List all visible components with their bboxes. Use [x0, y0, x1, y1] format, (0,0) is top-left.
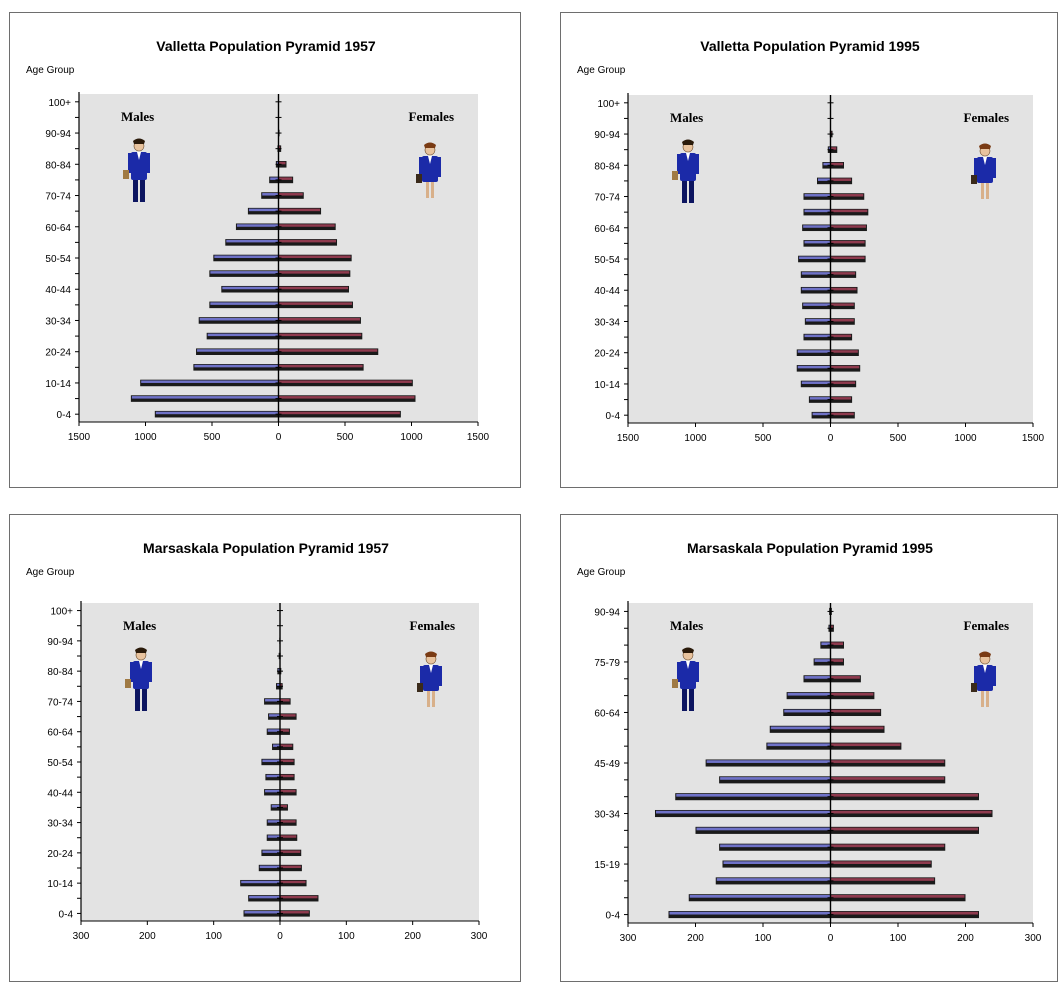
x-tick-label: 0 [828, 933, 834, 944]
x-tick-label: 200 [139, 931, 156, 942]
legend-label-males: Males [123, 618, 156, 633]
y-tick-label: 10-14 [47, 879, 73, 890]
y-tick-label: 75-79 [594, 658, 620, 669]
y-axis-label: Age Group [577, 567, 626, 578]
x-tick-label: 0 [277, 931, 283, 942]
y-tick-label: 90-94 [594, 607, 620, 618]
legend-label-males: Males [121, 109, 154, 124]
x-tick-label: 1000 [684, 433, 707, 444]
y-axis-label: Age Group [26, 65, 75, 76]
legend-label-males: Males [670, 618, 703, 633]
x-tick-label: 500 [337, 432, 354, 443]
y-tick-label: 0-4 [59, 909, 74, 920]
legend-label-females: Females [964, 618, 1009, 633]
y-tick-label: 15-19 [594, 860, 620, 871]
y-tick-label: 20-24 [45, 348, 71, 359]
x-tick-label: 500 [755, 433, 772, 444]
y-tick-label: 70-74 [47, 697, 73, 708]
y-tick-label: 30-34 [594, 810, 620, 821]
y-tick-label: 100+ [48, 98, 71, 109]
y-tick-label: 60-64 [45, 223, 71, 234]
x-tick-label: 0 [276, 432, 282, 443]
legend-label-males: Males [670, 110, 703, 125]
y-tick-label: 80-84 [594, 161, 620, 172]
y-tick-label: 40-44 [594, 286, 620, 297]
pyramid-chart-svg: Valletta Population Pyramid 1957 Age Grou… [10, 13, 522, 489]
x-tick-label: 0 [828, 433, 834, 444]
y-tick-label: 0-4 [57, 410, 72, 421]
y-tick-label: 60-64 [594, 708, 620, 719]
y-tick-label: 30-34 [45, 316, 71, 327]
pyramid-chart-svg: Marsaskala Population Pyramid 1995 Age Gr… [561, 515, 1058, 983]
x-tick-label: 1500 [617, 433, 640, 444]
legend-label-females: Females [410, 618, 455, 633]
y-tick-label: 60-64 [594, 224, 620, 235]
y-tick-label: 45-49 [594, 759, 620, 770]
y-tick-label: 50-54 [45, 254, 71, 265]
y-tick-label: 50-54 [594, 255, 620, 266]
x-tick-label: 200 [957, 933, 974, 944]
y-tick-label: 30-34 [47, 819, 73, 830]
y-tick-label: 40-44 [47, 788, 73, 799]
x-tick-label: 1500 [467, 432, 490, 443]
x-tick-label: 100 [755, 933, 772, 944]
chart-panel-valletta-1957: Valletta Population Pyramid 1957 Age Grou… [9, 12, 521, 488]
x-tick-label: 500 [204, 432, 221, 443]
x-tick-label: 300 [73, 931, 90, 942]
y-tick-label: 10-14 [594, 380, 620, 391]
x-tick-label: 500 [890, 433, 907, 444]
y-tick-label: 80-84 [45, 160, 71, 171]
y-axis-label: Age Group [26, 567, 75, 578]
y-tick-label: 90-94 [594, 130, 620, 141]
pyramid-chart-svg: Marsaskala Population Pyramid 1957 Age Gr… [10, 515, 522, 983]
pyramid-chart-svg: Valletta Population Pyramid 1995 Age Grou… [561, 13, 1058, 489]
y-tick-label: 70-74 [594, 193, 620, 204]
y-tick-label: 90-94 [45, 129, 71, 140]
y-tick-label: 0-4 [606, 411, 621, 422]
x-tick-label: 1000 [134, 432, 157, 443]
y-tick-label: 70-74 [45, 192, 71, 203]
y-tick-label: 0-4 [606, 911, 621, 922]
y-tick-label: 100+ [597, 99, 620, 110]
y-tick-label: 60-64 [47, 728, 73, 739]
legend-label-females: Females [964, 110, 1009, 125]
y-tick-label: 90-94 [47, 637, 73, 648]
y-tick-label: 30-34 [594, 317, 620, 328]
x-tick-label: 1000 [400, 432, 423, 443]
x-tick-label: 200 [404, 931, 421, 942]
y-tick-label: 40-44 [45, 285, 71, 296]
x-tick-label: 1500 [1022, 433, 1045, 444]
chart-title: Valletta Population Pyramid 1957 [156, 38, 376, 54]
y-tick-label: 20-24 [47, 849, 73, 860]
chart-title: Marsaskala Population Pyramid 1957 [143, 540, 389, 556]
x-tick-label: 100 [890, 933, 907, 944]
chart-title: Valletta Population Pyramid 1995 [700, 38, 920, 54]
x-tick-label: 300 [471, 931, 488, 942]
x-tick-label: 100 [205, 931, 222, 942]
x-tick-label: 1500 [68, 432, 91, 443]
x-tick-label: 300 [1025, 933, 1042, 944]
y-axis-label: Age Group [577, 65, 626, 76]
x-tick-label: 300 [620, 933, 637, 944]
x-tick-label: 200 [687, 933, 704, 944]
chart-panel-valletta-1995: Valletta Population Pyramid 1995 Age Grou… [560, 12, 1058, 488]
chart-panel-marsaskala-1995: Marsaskala Population Pyramid 1995 Age Gr… [560, 514, 1058, 982]
x-tick-label: 1000 [954, 433, 977, 444]
y-tick-label: 80-84 [47, 667, 73, 678]
y-tick-label: 20-24 [594, 349, 620, 360]
y-tick-label: 50-54 [47, 758, 73, 769]
chart-title: Marsaskala Population Pyramid 1995 [687, 540, 933, 556]
legend-label-females: Females [409, 109, 454, 124]
x-tick-label: 100 [338, 931, 355, 942]
chart-panel-marsaskala-1957: Marsaskala Population Pyramid 1957 Age Gr… [9, 514, 521, 982]
y-tick-label: 10-14 [45, 379, 71, 390]
y-tick-label: 100+ [50, 607, 73, 618]
